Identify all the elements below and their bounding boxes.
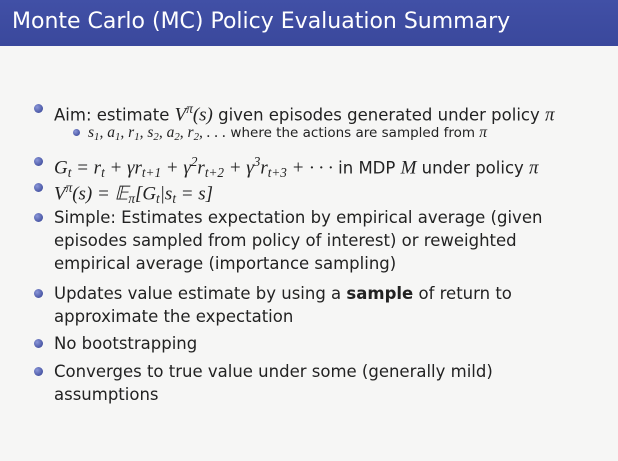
bullet-marker: [34, 367, 43, 376]
bullet-text: where the actions are sampled from: [226, 125, 480, 141]
bullet-text: ): [206, 104, 213, 126]
bullet-text: (s) = 𝔼: [72, 183, 129, 205]
bullet-text: (: [192, 104, 200, 126]
bullet-text: s: [199, 104, 207, 126]
slide-title: Monte Carlo (MC) Policy Evaluation Summa…: [12, 9, 511, 34]
bullet-text: of return to approximate the expectation: [54, 284, 512, 326]
bullet-text: t: [67, 165, 72, 181]
bullet-text: 3: [253, 154, 261, 169]
bullet-text: |s: [159, 183, 173, 205]
bullet-text: , . . .: [198, 124, 227, 141]
bullet-text: t: [156, 191, 160, 207]
bullet-text: M: [400, 157, 417, 179]
bullet-text: t: [101, 165, 105, 181]
bullet-item: Gt = rt + γrt+1 + γ2rt+2 + γ3rt+3 + · · …: [34, 150, 594, 184]
bullet-text: given episodes generated under policy: [212, 105, 546, 125]
bullet-text: π: [65, 180, 73, 195]
bullet-text: r: [128, 124, 135, 141]
bullet-item: Simple: Estimates expectation by empiric…: [34, 206, 594, 275]
bullet-text: π: [186, 101, 193, 116]
bullet-text: a: [166, 124, 175, 141]
bullet-text: s: [147, 124, 154, 141]
bullet-text: r: [93, 157, 102, 179]
bullet-text: 2: [190, 154, 198, 169]
bullet-text: ,: [99, 124, 108, 141]
bullet-text: t: [172, 191, 176, 207]
bullet-text: π: [529, 157, 539, 179]
bullet-text: ,: [179, 124, 188, 141]
bullet-text: V: [174, 104, 187, 126]
bullet-text: ,: [120, 124, 129, 141]
bullet-text: r: [197, 157, 205, 179]
bullet-text: V: [54, 183, 66, 205]
bullet-text: G: [54, 157, 68, 179]
bullet-item: Vπ(s) = 𝔼π[Gt|st = s]: [34, 176, 594, 210]
bullet-text: π: [128, 191, 135, 207]
bullet-text: [G: [134, 183, 157, 205]
bullet-text: r: [187, 124, 194, 141]
bullet-text: 2: [174, 131, 180, 144]
bullet-marker: [73, 129, 80, 136]
bullet-text: r: [134, 157, 142, 179]
bullet-item: Updates value estimate by using a sample…: [34, 282, 594, 328]
bullet-marker: [34, 213, 43, 222]
bullet-text: r: [260, 157, 268, 179]
bullet-text: Simple: Estimates expectation by empiric…: [54, 208, 543, 273]
bullet-text: sample: [346, 284, 414, 303]
bullet-item: Aim: estimate Vπ(s) given episodes gener…: [34, 97, 594, 126]
bullet-text: 1: [94, 131, 100, 144]
bullet-marker: [34, 104, 43, 113]
bullet-text: 1: [134, 131, 140, 144]
bullet-item: No bootstrapping: [34, 332, 594, 355]
bullet-text: + γ: [104, 157, 135, 179]
bullet-text: = s]: [176, 183, 214, 205]
bullet-text: =: [71, 157, 94, 179]
bullet-text: s: [88, 124, 95, 141]
bullet-marker: [34, 339, 43, 348]
bullet-text: under policy: [416, 158, 530, 178]
bullet-text: Aim: estimate: [54, 105, 175, 125]
bullet-text: Converges to true value under some (gene…: [54, 362, 493, 404]
bullet-text: No bootstrapping: [54, 334, 198, 353]
bullet-text: t+3: [267, 165, 287, 181]
bullet-text: t+1: [141, 165, 162, 181]
bullet-text: ,: [139, 124, 148, 141]
bullet-text: + · · ·: [286, 157, 333, 179]
bullet-item: s1, a1, r1, s2, a2, r2, . . . where the …: [73, 121, 598, 149]
bullet-marker: [34, 183, 43, 192]
bullet-marker: [34, 157, 43, 166]
bullet-text: π: [545, 104, 555, 126]
bullet-text: + γ: [161, 157, 191, 179]
bullet-marker: [34, 289, 43, 298]
bullet-text: t+2: [204, 165, 224, 181]
bullet-text: π: [479, 124, 488, 141]
bullet-text: 2: [153, 131, 159, 144]
title-bar: Monte Carlo (MC) Policy Evaluation Summa…: [0, 0, 618, 46]
bullet-text: in MDP: [332, 158, 401, 178]
bullet-item: Converges to true value under some (gene…: [34, 360, 594, 406]
bullet-text: Updates value estimate by using a: [54, 284, 347, 303]
bullet-text: a: [107, 124, 115, 141]
bullet-text: + γ: [223, 157, 254, 179]
bullet-text: 1: [114, 131, 121, 144]
bullet-text: ,: [158, 124, 167, 141]
bullet-text: 2: [193, 131, 199, 144]
